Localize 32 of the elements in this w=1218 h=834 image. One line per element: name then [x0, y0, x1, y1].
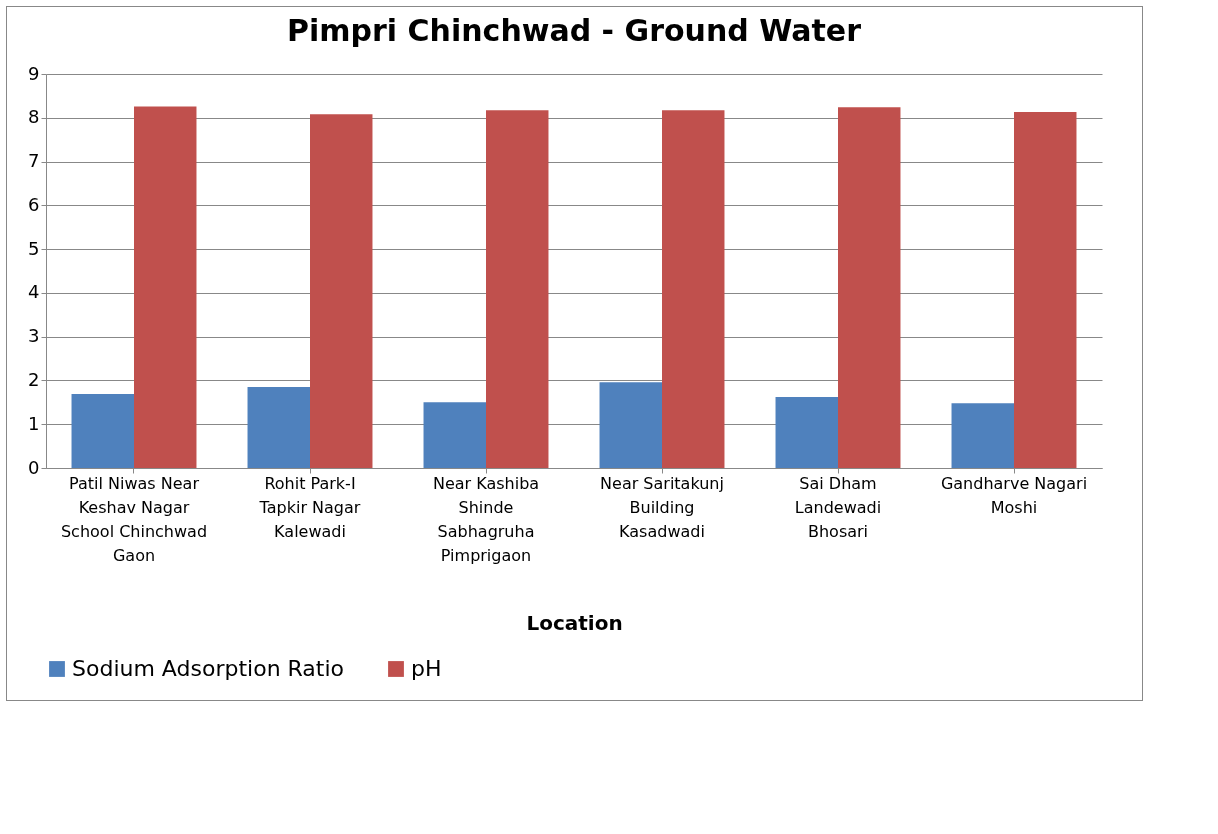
x-axis-title: Location — [526, 610, 623, 635]
x-tick-label: Near Saritakunj Building Kasadwadi — [600, 473, 724, 541]
y-tick-label: 9 — [28, 62, 40, 84]
y-tick-label: 6 — [28, 193, 40, 215]
bar — [838, 107, 901, 468]
bar — [1014, 112, 1077, 468]
y-tick-label: 3 — [28, 325, 40, 347]
y-tick-label: 0 — [28, 456, 40, 478]
x-tick-label: Gandharve Nagari Moshi — [940, 473, 1088, 517]
bar — [951, 403, 1014, 468]
y-tick-label: 1 — [28, 412, 40, 434]
y-tick-label: 8 — [28, 106, 40, 128]
y-tick-label: 4 — [28, 281, 40, 303]
bar — [71, 394, 134, 468]
x-tick-label: Sai Dham Landewadi Bhosari — [794, 473, 882, 541]
bar — [662, 110, 725, 468]
bar — [599, 382, 662, 468]
bar — [775, 397, 838, 468]
bar — [247, 387, 310, 468]
x-tick-label: Patil Niwas Near Keshav Nagar School Chinchwad Gaon — [60, 473, 208, 565]
y-tick-label: 2 — [28, 368, 40, 390]
bar — [134, 106, 197, 468]
x-tick-label: Rohit Park-I Tapkir Nagar Kalewadi — [258, 473, 361, 541]
chart-title: Pimpri Chinchwad - Ground Water — [287, 13, 862, 48]
x-tick-label: Near Kashiba Shinde Sabhagruha Pimprigaon — [432, 473, 540, 565]
bar — [310, 114, 373, 468]
y-tick-label: 7 — [28, 150, 40, 172]
legend-label: Sodium Adsorption Ratio — [72, 656, 345, 681]
bar — [423, 402, 486, 468]
bar — [486, 110, 549, 468]
legend-label: pH — [411, 656, 442, 681]
y-tick-label: 5 — [28, 237, 40, 259]
